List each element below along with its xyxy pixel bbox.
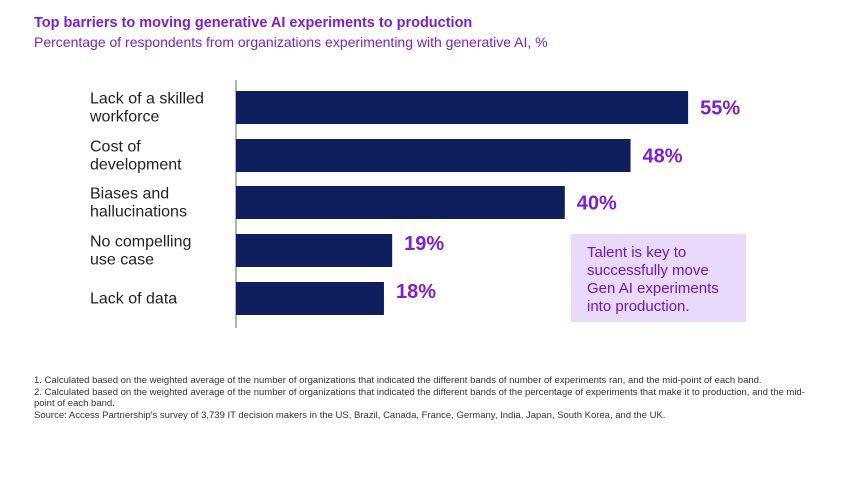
value-label: 40%: [577, 193, 617, 215]
bar: [236, 234, 393, 267]
chart-subtitle: Percentage of respondents from organizat…: [34, 34, 548, 50]
category-label: Lack of a skilled workforce: [89, 91, 204, 126]
value-label: 48%: [643, 146, 683, 168]
value-label: 19%: [404, 233, 444, 255]
footnotes: 1. Calculated based on the weighted aver…: [34, 375, 824, 421]
bars-group: Lack of a skilled workforce 55% Cost of deve…: [89, 91, 740, 315]
callout-box: Talent is key to successfully move Gen A…: [571, 234, 746, 322]
footnote-1: 1. Calculated based on the weighted aver…: [34, 375, 762, 386]
callout-line: successfully move: [587, 262, 709, 279]
callout-line: into production.: [587, 298, 690, 315]
callout-line: Talent is key to: [587, 244, 687, 261]
source-note: Source: Access Partnership's survey of 3…: [34, 409, 666, 421]
value-label: 18%: [396, 281, 436, 303]
category-label: Cost of development: [90, 139, 182, 174]
bar: [236, 139, 631, 172]
category-label: No compelling use case: [90, 234, 191, 269]
callout-line: Gen AI experiments: [587, 280, 719, 297]
footnote-2: 2. Calculated based on the weighted aver…: [34, 386, 805, 410]
bar: [236, 282, 384, 315]
value-label: 55%: [700, 98, 740, 120]
category-label: Lack of data: [90, 291, 177, 308]
bar: [236, 186, 565, 219]
bar: [236, 91, 689, 124]
category-label: Biases and hallucinations: [90, 186, 187, 221]
chart-title: Top barriers to moving generative AI exp…: [34, 15, 473, 31]
